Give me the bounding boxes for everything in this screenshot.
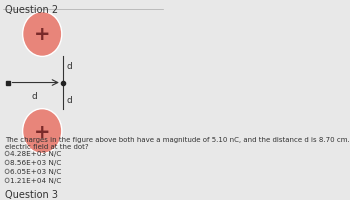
- Text: The charges in the figure above both have a magnitude of 5.10 nC, and the distan: The charges in the figure above both hav…: [5, 136, 350, 149]
- Text: Question 3: Question 3: [5, 189, 58, 199]
- Text: d: d: [66, 62, 72, 71]
- Text: 6.05E+03 N/C: 6.05E+03 N/C: [10, 169, 62, 175]
- Circle shape: [23, 109, 62, 154]
- Text: 4.28E+03 N/C: 4.28E+03 N/C: [10, 151, 62, 157]
- Text: d: d: [32, 92, 38, 101]
- Text: +: +: [34, 25, 50, 44]
- Text: Question 2: Question 2: [5, 5, 58, 15]
- Text: 8.56E+03 N/C: 8.56E+03 N/C: [10, 160, 62, 166]
- Text: 1.21E+04 N/C: 1.21E+04 N/C: [10, 177, 62, 183]
- Text: d: d: [66, 95, 72, 104]
- Text: +: +: [34, 122, 50, 141]
- Circle shape: [23, 13, 62, 57]
